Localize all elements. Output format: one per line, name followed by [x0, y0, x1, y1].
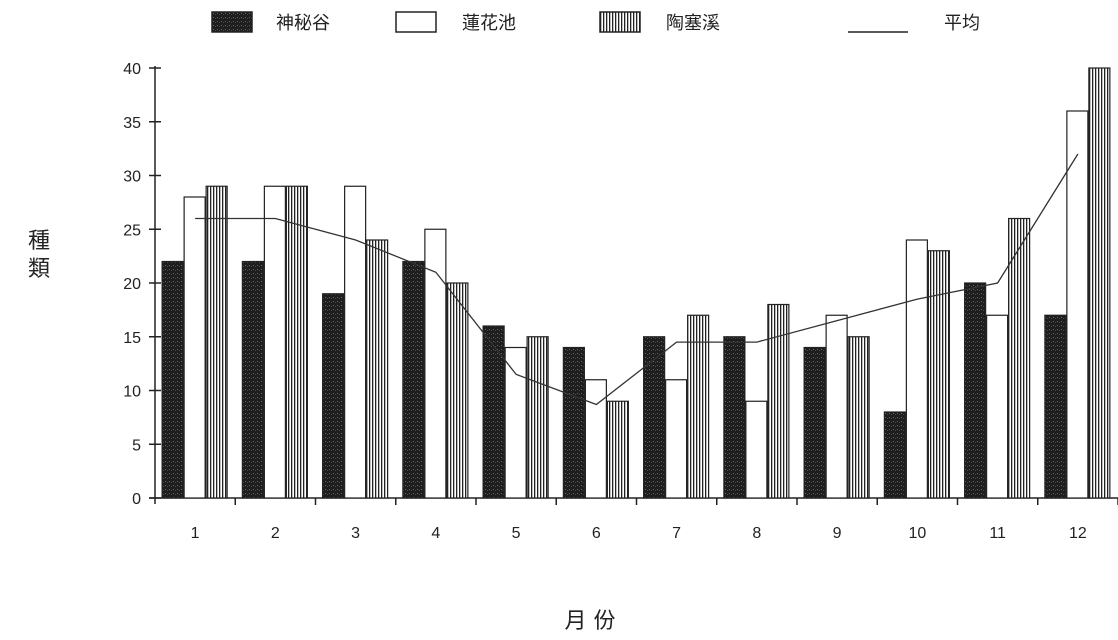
- bar-series-2-month-9: [825, 314, 848, 499]
- bar-series-1-month-3: [322, 293, 345, 499]
- bar-series-3-month-8: [767, 303, 790, 499]
- bar-series-2-month-5: [504, 346, 527, 499]
- x-tick-label: 4: [431, 525, 440, 542]
- bar-series-1-month-2: [241, 260, 264, 499]
- x-tick-label: 5: [512, 525, 521, 542]
- y-tick-label: 10: [123, 384, 141, 401]
- bar-series-1-month-10: [883, 411, 906, 499]
- x-tick-label: 10: [908, 525, 926, 542]
- bar-series-1-month-11: [964, 282, 987, 499]
- bar-series-1-month-5: [482, 325, 505, 499]
- bar-series-2-month-7: [665, 379, 688, 499]
- y-tick-label: 15: [123, 330, 141, 347]
- bar-series-3-month-6: [606, 400, 629, 499]
- bar-series-2-month-10: [905, 239, 928, 499]
- bar-series-1-month-4: [402, 260, 425, 499]
- legend-swatch-series-1: [211, 11, 253, 33]
- y-tick-label: 40: [123, 61, 141, 78]
- bar-series-3-month-2: [285, 185, 308, 499]
- bar-series-3-month-1: [205, 185, 228, 499]
- bar-series-1-month-1: [161, 260, 184, 499]
- bar-series-2-month-6: [584, 379, 607, 499]
- x-tick-label: 7: [672, 525, 681, 542]
- x-axis-title: 月 份: [565, 609, 616, 634]
- axes: [149, 66, 1118, 505]
- bar-series-1-month-6: [562, 346, 585, 499]
- bars: [161, 67, 1111, 499]
- x-tick-label: 3: [351, 525, 360, 542]
- bar-series-1-month-7: [643, 336, 666, 499]
- bar-series-2-month-2: [263, 185, 286, 499]
- legend: 神秘谷 蓮花池 陶塞溪 平均: [211, 11, 980, 34]
- y-axis-title-char-2: 類: [28, 257, 50, 282]
- x-tick-label: 1: [191, 525, 200, 542]
- x-tick-label: 6: [592, 525, 601, 542]
- bar-series-3-month-11: [1008, 217, 1031, 499]
- legend-swatch-series-2: [395, 11, 437, 33]
- bar-series-2-month-4: [424, 228, 447, 499]
- y-tick-label: 0: [132, 491, 141, 508]
- bar-series-1-month-9: [803, 346, 826, 499]
- x-tick-label: 12: [1069, 525, 1087, 542]
- y-axis-title-char-1: 種: [28, 229, 50, 254]
- bar-series-3-month-4: [446, 282, 469, 499]
- y-tick-label: 30: [123, 169, 141, 186]
- x-tick-label: 8: [752, 525, 761, 542]
- y-tick-label: 20: [123, 276, 141, 293]
- bar-series-2-month-12: [1066, 110, 1089, 499]
- average-line: [195, 153, 1079, 406]
- x-tick-label: 11: [989, 525, 1006, 542]
- legend-label-line: 平均: [944, 13, 980, 34]
- bar-series-1-month-8: [723, 336, 746, 499]
- bar-series-3-month-5: [526, 336, 549, 499]
- legend-label-series-3: 陶塞溪: [666, 13, 720, 34]
- bar-series-3-month-9: [847, 336, 870, 499]
- y-tick-label: 5: [132, 437, 141, 454]
- bar-series-3-month-10: [927, 250, 950, 499]
- legend-label-series-2: 蓮花池: [462, 13, 516, 34]
- bar-series-2-month-1: [183, 196, 206, 499]
- legend-swatch-series-3: [599, 11, 641, 33]
- bar-series-2-month-11: [986, 314, 1009, 499]
- y-tick-label: 25: [123, 222, 141, 239]
- legend-label-series-1: 神秘谷: [276, 13, 330, 34]
- y-tick-label: 35: [123, 115, 141, 132]
- average-line-group: [195, 153, 1079, 406]
- bar-series-2-month-8: [745, 400, 768, 499]
- bar-series-3-month-7: [687, 314, 710, 499]
- x-tick-label: 9: [833, 525, 842, 542]
- bar-series-3-month-12: [1088, 67, 1111, 499]
- bar-series-2-month-3: [344, 185, 367, 499]
- bar-series-1-month-12: [1044, 314, 1067, 499]
- bar-series-3-month-3: [366, 239, 389, 499]
- x-tick-label: 2: [271, 525, 280, 542]
